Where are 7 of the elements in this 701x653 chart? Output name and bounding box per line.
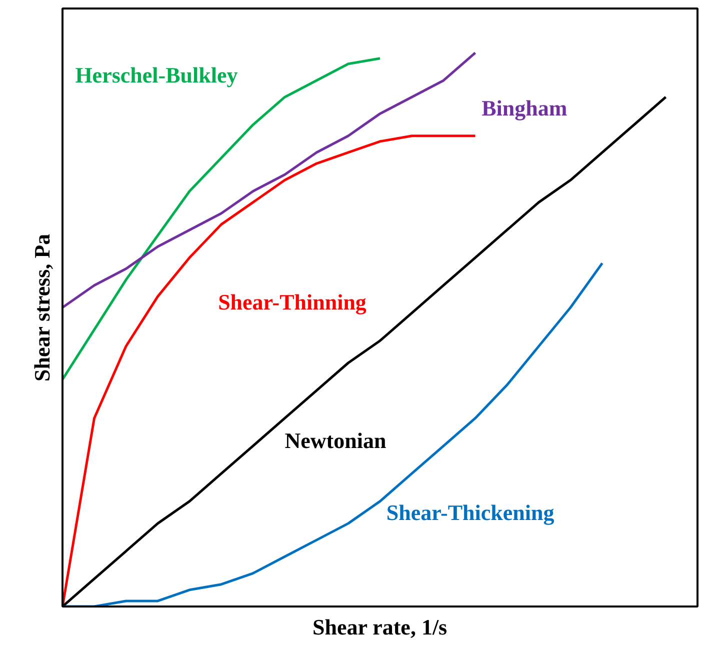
series-label: Shear-Thickening	[386, 500, 554, 525]
series-label: Shear-Thinning	[218, 289, 366, 314]
x-axis-title: Shear rate, 1/s	[312, 614, 448, 640]
y-axis-title: Shear stress, Pa	[30, 234, 54, 382]
series-label: Bingham	[482, 96, 568, 121]
series-label: Newtonian	[284, 428, 386, 453]
series-label: Herschel-Bulkley	[75, 62, 238, 88]
